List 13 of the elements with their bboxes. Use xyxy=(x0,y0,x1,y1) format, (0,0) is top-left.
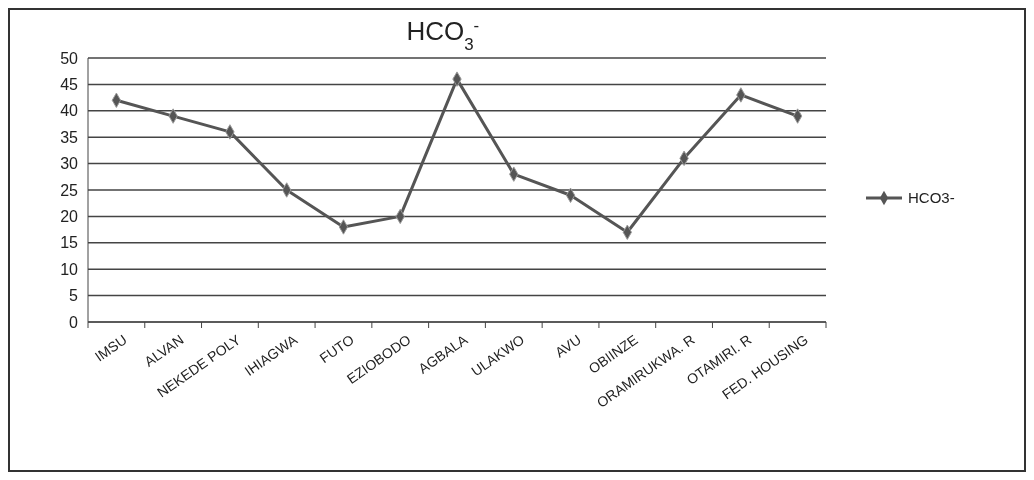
y-tick-label: 45 xyxy=(60,76,79,93)
y-tick-label: 35 xyxy=(60,128,79,146)
y-tick-label: 0 xyxy=(69,313,79,331)
y-tick-label: 5 xyxy=(69,287,79,305)
y-tick-label: 50 xyxy=(60,49,79,67)
x-tick-label: AVU xyxy=(551,331,584,361)
y-tick-label: 10 xyxy=(60,260,79,278)
y-tick-label: 25 xyxy=(60,181,79,199)
y-tick-label: 20 xyxy=(60,208,79,225)
y-tick-label: 30 xyxy=(60,155,79,173)
y-tick-label: 15 xyxy=(60,234,79,252)
legend-label: HCO3- xyxy=(908,189,955,207)
y-tick-label: 40 xyxy=(60,102,79,120)
